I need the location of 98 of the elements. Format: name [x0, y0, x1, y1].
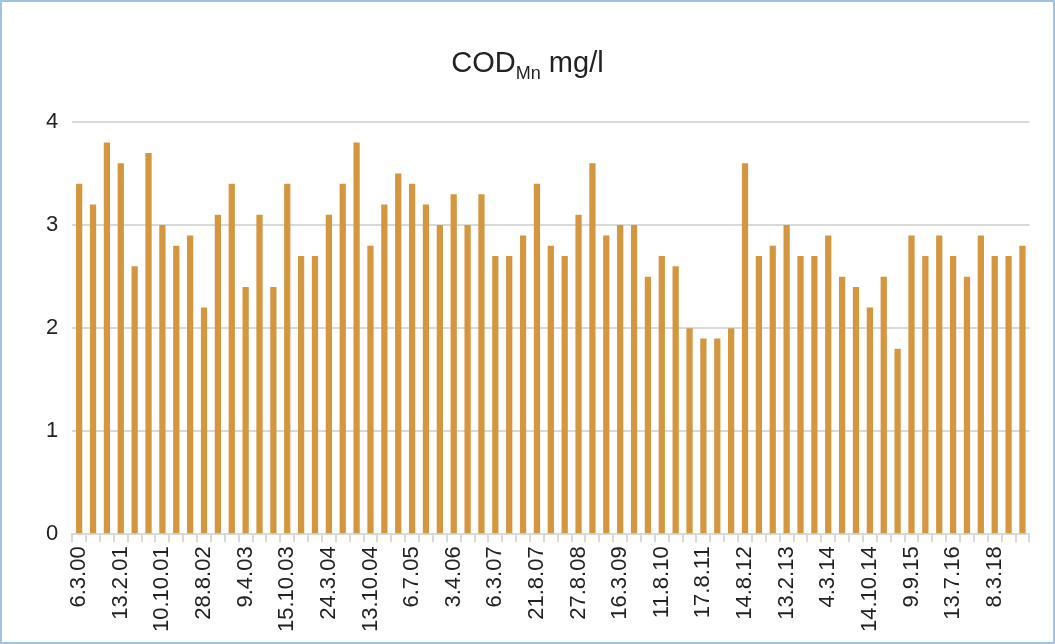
bar [492, 256, 499, 534]
bar [298, 256, 305, 534]
bar [755, 256, 763, 534]
bar [450, 194, 457, 534]
bar [728, 328, 735, 534]
x-tick-label: 9.4.03 [231, 546, 257, 608]
bar [963, 276, 971, 534]
x-tick-label: 15.10.03 [273, 546, 299, 632]
bar [159, 225, 166, 534]
x-tick-label: 6.3.07 [481, 546, 507, 608]
x-tick-label: 28.8.02 [190, 546, 216, 620]
y-tick-label: 3 [45, 211, 59, 237]
y-tick-label: 0 [45, 520, 59, 546]
bar [686, 328, 693, 534]
bar [533, 183, 541, 534]
bar [436, 225, 443, 534]
bar [284, 183, 291, 534]
x-tick-label: 3.4.06 [439, 546, 465, 608]
bar [395, 173, 402, 534]
bar [741, 163, 749, 534]
bar [381, 204, 388, 534]
bar [936, 235, 943, 534]
bar [200, 307, 208, 534]
bar [866, 307, 873, 534]
x-tick-label: 27.8.08 [564, 546, 590, 620]
bar [880, 276, 887, 534]
x-tick-label: 16.3.09 [606, 546, 632, 620]
x-tick-label: 9.9.15 [897, 546, 923, 608]
bar [103, 142, 111, 534]
bar [1005, 256, 1012, 534]
bar [256, 214, 263, 534]
bar [228, 183, 235, 534]
bar [76, 183, 83, 534]
chart-title: COD$_{Mn}$ mg/l [450, 46, 605, 84]
bar [672, 266, 679, 534]
bar [408, 183, 416, 534]
x-tick-label: 24.3.04 [314, 546, 340, 620]
x-tick-label: 14.10.14 [855, 546, 881, 632]
bar [658, 256, 665, 534]
bar [894, 348, 901, 534]
y-tick-label: 4 [45, 108, 59, 134]
bar [839, 276, 846, 534]
bar [353, 142, 360, 534]
bar [339, 183, 346, 534]
bar [991, 256, 998, 534]
bar [783, 225, 790, 534]
bar [949, 256, 957, 534]
bar [311, 256, 319, 534]
bar [825, 235, 832, 534]
bar [422, 204, 430, 534]
x-tick-label: 11.8.10 [647, 546, 673, 619]
x-tick-label: 13.10.04 [356, 546, 382, 632]
x-tick-label: 6.3.00 [65, 546, 91, 608]
bar [145, 152, 152, 534]
bar [769, 245, 776, 534]
x-tick-label: 10.10.01 [148, 546, 174, 632]
bar [89, 204, 97, 534]
y-tick-label: 2 [45, 314, 59, 340]
bar [811, 256, 818, 534]
bar [547, 245, 554, 534]
bar [367, 245, 374, 534]
bar [187, 235, 194, 534]
bar [131, 266, 138, 534]
bar [478, 194, 485, 534]
bar [908, 235, 915, 534]
bar [325, 214, 332, 534]
x-tick-label: 13.2.01 [106, 546, 132, 620]
x-tick-label: 4.3.14 [814, 546, 840, 608]
bar [617, 225, 624, 534]
bar [464, 225, 471, 534]
y-tick-label: 1 [45, 417, 59, 443]
x-tick-label: 14.8.12 [731, 546, 757, 620]
x-tick-label: 13.2.13 [772, 546, 798, 620]
bar [922, 256, 929, 534]
bar [270, 286, 277, 534]
bar [977, 235, 984, 534]
bar [589, 163, 596, 534]
x-tick-label: 8.3.18 [980, 546, 1006, 608]
bar [852, 286, 860, 534]
x-tick-label: 17.8.11 [689, 546, 715, 619]
bar [242, 286, 249, 534]
bar [214, 214, 222, 534]
bar [575, 214, 582, 534]
x-tick-label: 13.7.16 [939, 546, 965, 620]
bar [561, 256, 568, 534]
bar [117, 163, 124, 534]
bar [506, 256, 513, 534]
bar [714, 338, 721, 534]
bar [700, 338, 707, 534]
bar [644, 276, 652, 534]
bar [173, 245, 180, 534]
bar [797, 256, 804, 534]
x-tick-label: 21.8.07 [523, 546, 548, 620]
bar [519, 235, 527, 534]
x-tick-label: 6.7.05 [398, 546, 424, 608]
bar [1019, 245, 1026, 534]
bar [630, 225, 638, 534]
bar [603, 235, 610, 534]
